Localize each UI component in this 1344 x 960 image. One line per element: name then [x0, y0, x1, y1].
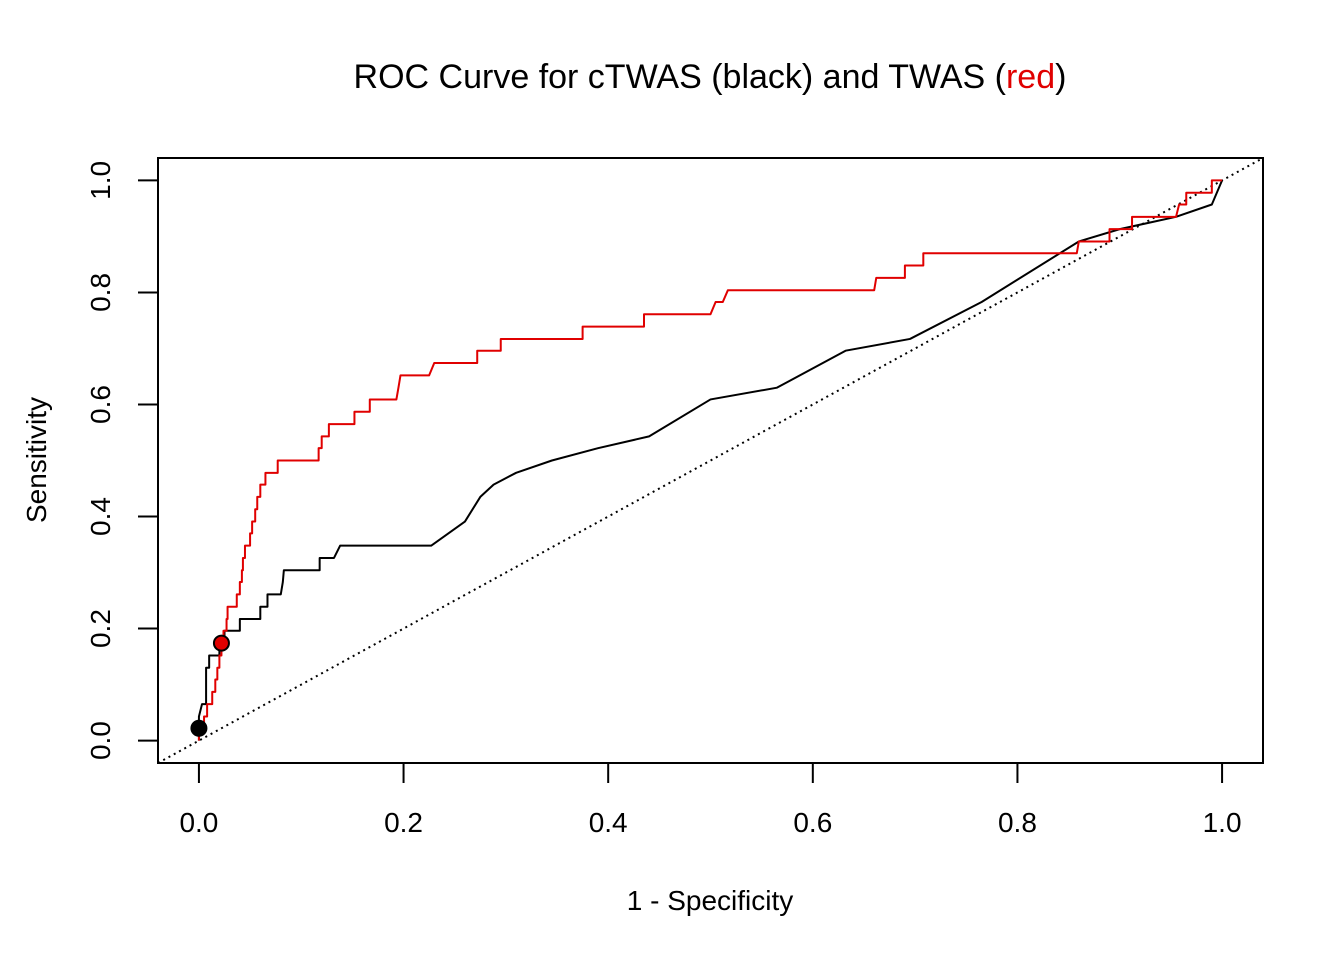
y-tick-label: 0.8 — [85, 273, 116, 312]
y-tick-label: 0.4 — [85, 497, 116, 536]
y-tick-label: 0.2 — [85, 609, 116, 648]
plot-frame — [157, 157, 1264, 764]
x-tick-label: 0.0 — [179, 807, 218, 838]
roc-point-marker-0 — [190, 719, 208, 737]
x-tick-label: 0.4 — [589, 807, 628, 838]
y-axis-label: Sensitivity — [21, 397, 52, 523]
x-tick-label: 1.0 — [1203, 807, 1242, 838]
title-highlight: red — [1006, 58, 1055, 96]
plot-area — [158, 158, 1263, 763]
y-tick-label: 0.0 — [85, 721, 116, 760]
y-tick-label: 0.6 — [85, 385, 116, 424]
reference-diagonal — [158, 158, 1263, 763]
roc-point-marker-1 — [212, 634, 230, 652]
chart-title: ROC Curve for cTWAS (black) and TWAS (re… — [354, 58, 1067, 96]
x-tick-label: 0.2 — [384, 807, 423, 838]
title-prefix: ROC Curve for cTWAS (black) and TWAS ( — [354, 58, 1007, 96]
x-axis-label: 1 - Specificity — [627, 885, 794, 916]
x-axis: 0.0 0.2 0.4 0.6 0.8 1.0 — [179, 762, 1242, 838]
x-tick-label: 0.6 — [793, 807, 832, 838]
title-suffix: ) — [1055, 58, 1066, 96]
y-axis: 0.0 0.2 0.4 0.6 0.8 1.0 — [85, 161, 159, 760]
y-tick-label: 1.0 — [85, 161, 116, 200]
plot-inner — [158, 158, 1263, 763]
x-tick-label: 0.8 — [998, 807, 1037, 838]
roc-series-line-0 — [197, 180, 1223, 741]
